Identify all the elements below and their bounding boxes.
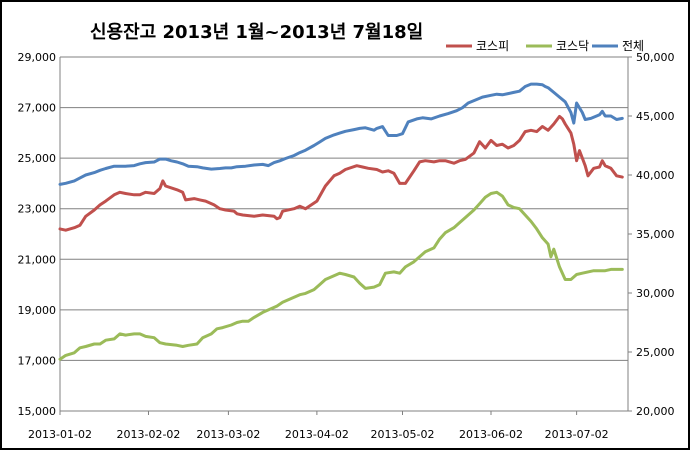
y-right-tick-label: 25,000 <box>636 346 675 359</box>
legend: 코스피 코스닥 전체 <box>446 39 644 53</box>
y-left-tick-label: 23,000 <box>18 203 57 216</box>
y-left-tick-label: 15,000 <box>18 405 57 418</box>
y-left-tick-label: 27,000 <box>18 102 57 115</box>
x-tick-label: 2013-04-02 <box>285 428 349 441</box>
legend-label: 코스닥 <box>556 39 589 53</box>
x-tick-label: 2013-07-02 <box>545 428 609 441</box>
y-left-tick-label: 17,000 <box>18 354 57 367</box>
y-right-tick-label: 30,000 <box>636 287 675 300</box>
legend-label: 코스피 <box>476 39 509 53</box>
chart-title: 신용잔고 2013년 1월~2013년 7월18일 <box>90 22 423 43</box>
y-left-tick-label: 19,000 <box>18 304 57 317</box>
x-axis-ticks: 2013-01-02 2013-02-02 2013-03-02 2013-04-02… <box>28 428 609 441</box>
y-left-tick-label: 29,000 <box>18 51 57 64</box>
y-right-tick-label: 35,000 <box>636 228 675 241</box>
right-axis-ticks: 20,000 25,000 30,000 35,000 40,000 45,000 50,0… <box>636 51 675 418</box>
y-right-tick-label: 40,000 <box>636 169 675 182</box>
x-tick-label: 2013-02-02 <box>117 428 181 441</box>
legend-label: 전체 <box>622 39 644 53</box>
series-line-1 <box>58 114 624 232</box>
series-line-2 <box>58 190 624 361</box>
series-lines <box>58 82 624 361</box>
y-left-tick-label: 21,000 <box>18 253 57 266</box>
axes <box>59 56 632 415</box>
left-axis-ticks: 15,000 17,000 19,000 21,000 23,000 25,000 27,0… <box>18 51 57 418</box>
x-tick-label: 2013-01-02 <box>28 428 92 441</box>
x-tick-label: 2013-03-02 <box>196 428 260 441</box>
y-right-tick-label: 45,000 <box>636 110 675 123</box>
y-left-tick-label: 25,000 <box>18 152 57 165</box>
x-tick-label: 2013-05-02 <box>371 428 435 441</box>
y-right-tick-label: 20,000 <box>636 405 675 418</box>
series-line-3 <box>58 82 624 186</box>
x-tick-label: 2013-06-02 <box>459 428 523 441</box>
y-right-tick-label: 50,000 <box>636 51 675 64</box>
